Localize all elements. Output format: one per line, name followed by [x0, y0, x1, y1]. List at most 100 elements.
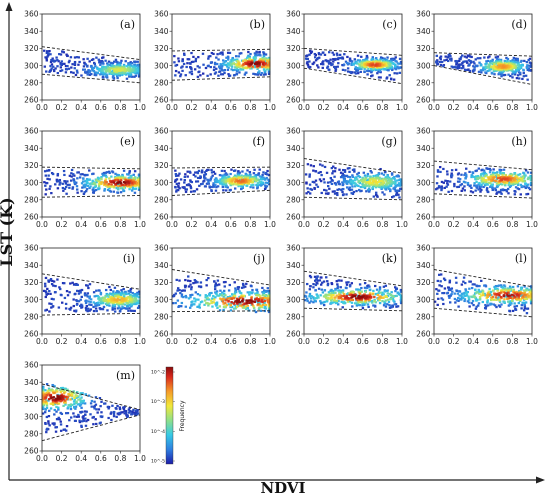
data-point	[253, 175, 256, 178]
data-point	[359, 190, 362, 193]
x-tick-label: 1.0	[396, 337, 408, 346]
data-point	[127, 309, 130, 312]
data-point	[223, 61, 226, 64]
data-point	[373, 298, 376, 302]
data-point	[332, 53, 336, 56]
data-point	[513, 172, 517, 176]
data-point	[130, 69, 134, 72]
data-point	[390, 291, 393, 294]
data-point	[177, 174, 180, 177]
data-point	[241, 68, 245, 71]
data-point	[385, 289, 388, 292]
data-point	[366, 286, 369, 290]
data-point	[343, 293, 346, 296]
data-point	[361, 307, 365, 310]
data-point	[221, 53, 224, 56]
data-point	[351, 179, 354, 183]
data-point	[115, 299, 119, 302]
data-point	[346, 182, 349, 185]
data-point	[101, 66, 104, 69]
data-point	[514, 186, 518, 189]
data-point	[136, 302, 139, 305]
data-point	[127, 289, 130, 293]
data-point	[112, 290, 115, 293]
data-point	[212, 301, 216, 304]
y-tick-label: 360	[286, 10, 301, 19]
data-point	[267, 174, 271, 177]
data-point	[264, 181, 268, 184]
data-point	[241, 170, 244, 173]
data-point	[440, 180, 444, 184]
data-point	[193, 297, 196, 300]
data-point	[116, 290, 119, 293]
data-point	[390, 181, 394, 184]
data-point	[334, 57, 337, 61]
data-point	[227, 73, 230, 76]
data-point	[50, 63, 54, 66]
data-point	[245, 299, 248, 302]
data-point	[331, 51, 334, 54]
data-point	[357, 289, 361, 293]
data-point	[206, 178, 209, 181]
x-tick-label: 0.8	[114, 103, 126, 112]
data-point	[172, 294, 176, 298]
data-point	[504, 178, 508, 181]
data-point	[370, 75, 373, 78]
data-point	[95, 309, 98, 313]
data-point	[514, 70, 518, 73]
wet-edge-line	[171, 310, 271, 313]
data-point	[460, 283, 464, 286]
data-point	[326, 296, 330, 299]
data-point	[325, 300, 328, 303]
data-point	[511, 76, 514, 79]
data-point	[396, 179, 399, 182]
data-point	[227, 289, 231, 292]
data-point	[101, 300, 105, 304]
data-point	[505, 56, 508, 60]
data-point	[329, 58, 332, 61]
data-point	[71, 281, 74, 284]
data-point	[338, 53, 342, 56]
data-point	[446, 59, 450, 63]
data-point	[88, 60, 91, 63]
data-point	[374, 191, 378, 194]
data-point	[256, 302, 260, 305]
data-point	[363, 70, 366, 73]
data-point	[380, 172, 384, 175]
data-point	[306, 61, 309, 64]
data-point	[71, 63, 74, 66]
data-point	[365, 66, 368, 69]
data-point	[267, 308, 271, 311]
data-point	[355, 288, 358, 291]
data-point	[350, 301, 354, 304]
data-point	[240, 286, 244, 289]
data-point	[62, 51, 65, 54]
data-point	[63, 187, 67, 190]
data-point	[358, 63, 362, 66]
data-point	[207, 304, 210, 307]
plot-frame	[171, 13, 271, 101]
data-point	[99, 73, 102, 76]
data-point	[45, 188, 48, 191]
data-point	[314, 170, 318, 173]
data-point	[194, 300, 197, 303]
data-point	[485, 187, 489, 190]
data-point	[440, 273, 443, 276]
data-point	[59, 53, 63, 56]
data-point	[240, 176, 244, 179]
data-point	[343, 53, 346, 56]
y-tick-label: 260	[286, 96, 301, 105]
data-point	[131, 291, 134, 295]
data-point	[237, 65, 240, 68]
data-point	[51, 305, 55, 308]
data-point	[217, 74, 220, 77]
data-point	[264, 178, 267, 181]
data-point	[240, 295, 243, 298]
data-point	[80, 288, 84, 292]
data-point	[384, 68, 387, 71]
data-point	[190, 51, 193, 55]
data-point	[250, 297, 253, 300]
data-point	[180, 301, 184, 305]
x-tick-label: 0.6	[225, 220, 237, 229]
dry-edge-line	[171, 166, 271, 169]
